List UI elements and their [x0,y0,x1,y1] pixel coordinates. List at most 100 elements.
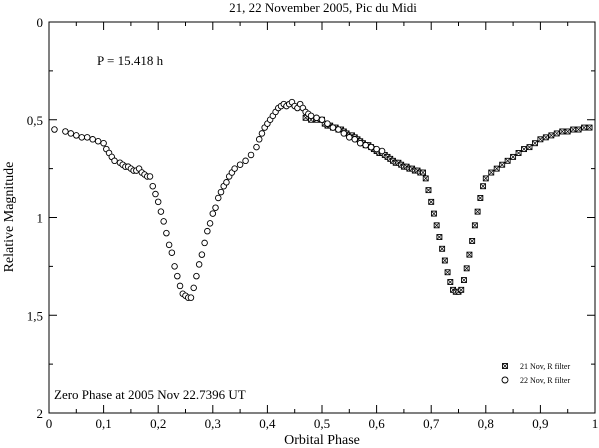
data-point-circle [73,132,80,139]
x-tick-label: 0 [46,416,53,431]
data-point-square-cross [521,146,527,152]
data-point-square-cross [564,128,571,135]
data-point-square-cross [420,169,426,176]
data-point-circle [242,157,249,165]
data-point-square-cross [488,169,495,176]
x-tick-label: 0,5 [314,416,330,431]
data-point-square [521,146,527,153]
data-point-circle [176,282,184,290]
data-point-circle [62,128,69,135]
data-point-circle [373,145,380,153]
data-point-square [463,265,470,272]
data-point-square-cross [559,128,565,135]
data-point-square [564,128,571,135]
data-point-square [488,169,495,176]
data-point-square-cross [543,134,549,141]
series-square [302,114,593,295]
x-tick-label: 1 [592,416,599,431]
data-point-square-cross [483,175,489,182]
data-point-square [466,251,473,258]
data-point-circle [171,263,178,270]
data-point-circle [313,114,320,122]
data-point-circle [154,198,162,206]
data-point-circle [51,126,58,133]
data-point-square [553,130,560,137]
data-point-square-cross [469,238,475,244]
data-point-circle [204,227,211,235]
data-point-circle [247,151,255,159]
data-point-square-cross [436,234,443,240]
legend-square-cross-b [502,363,508,369]
data-point-circle [149,182,156,190]
data-point-square [480,183,487,190]
data-point-circle [100,139,107,147]
data-point-circle [318,116,326,123]
data-point-square-cross [428,199,434,205]
data-point-circle [193,272,200,280]
data-point-square-cross [433,222,440,229]
legend-label-21-nov: 21 Nov, R filter [520,362,570,371]
data-point-circle [83,134,91,141]
data-point-circle [253,143,260,151]
data-point-circle [89,136,96,143]
legend-entry-21-nov: 21 Nov, R filter [502,362,570,371]
data-point-square [447,279,454,285]
data-point-circle [78,134,86,141]
data-point-square [575,126,582,133]
chart-title: 21, 22 November 2005, Pic du Midi [229,0,417,15]
data-point-square-cross [444,269,451,275]
data-point-square [526,144,533,151]
data-point-square [581,124,588,131]
x-tick-label: 0,2 [150,416,166,431]
data-point-square [542,134,549,141]
x-tick-label: 0,7 [423,416,440,431]
data-point-circle [351,136,359,143]
plot-frame [48,21,596,414]
y-tick-label: 0,5 [27,113,43,128]
data-point-square [570,126,577,133]
data-point-square-cross [526,144,533,150]
data-point-square [586,124,593,131]
x-tick-label: 0,1 [95,416,111,431]
x-tick-label: 0,6 [368,416,385,431]
data-point-circle [190,284,197,292]
data-point-square-cross [504,158,511,164]
y-tick-label: 1,5 [27,308,43,323]
data-point-square [436,234,443,241]
data-point-square-cross [431,210,437,217]
x-tick-label: 0,8 [478,416,494,431]
y-tick-label: 0 [37,15,44,30]
x-tick-label: 0,9 [532,416,548,431]
data-point-circle [346,134,353,141]
data-point-circle [324,120,331,127]
data-point-circle [367,143,375,151]
data-point-circle [223,179,230,186]
data-point-square [469,238,476,244]
data-point-square [430,210,437,217]
data-point-square-cross [570,126,576,133]
legend-label-22-nov: 22 Nov, R filter [520,376,570,385]
data-point-square [537,136,544,143]
data-point-square [433,222,440,229]
x-tick-label: 0,3 [205,416,221,431]
data-point-circle [209,210,217,217]
data-point-square-cross [499,161,505,168]
data-point-square [531,140,538,147]
legend-circle-marker [501,376,509,384]
data-point-circle [378,147,386,155]
data-point-circle [198,251,206,258]
data-point-square [499,161,506,168]
data-point-circle [146,173,154,180]
data-point-square [444,269,451,276]
data-point-square [474,208,481,215]
data-point-square-cross [439,246,445,252]
x-axis-label: Orbital Phase [284,433,360,448]
data-point-square [510,153,517,160]
legend-entry-22-nov: 22 Nov, R filter [501,376,570,385]
data-point-circle [152,190,159,198]
data-point-square [422,175,429,182]
data-point-square-cross [472,222,478,229]
data-point-square-cross [548,132,555,139]
data-point-square-cross [447,279,454,285]
data-point-circle [231,165,238,172]
